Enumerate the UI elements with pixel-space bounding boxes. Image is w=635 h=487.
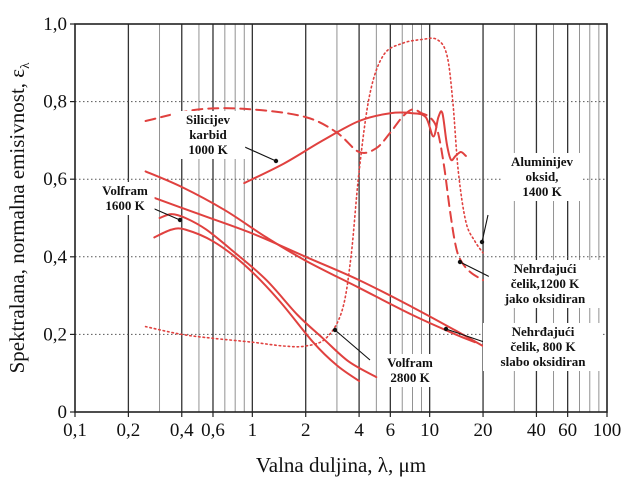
y-tick-label: 0,2 xyxy=(43,324,67,345)
series-line xyxy=(144,170,476,344)
y-tick-label: 1,0 xyxy=(43,14,67,35)
annotation-leader xyxy=(445,328,491,345)
annotation-leader xyxy=(459,261,493,279)
annotation-line: Silicijev xyxy=(186,112,231,127)
x-tick-label: 1 xyxy=(248,420,258,441)
y-axis-title-main: Spektralana, normalna emisivnost, ε xyxy=(5,69,29,374)
x-tick-label: 40 xyxy=(527,420,546,441)
annotation-arrowhead xyxy=(177,217,183,223)
annotation-line: 1400 K xyxy=(522,184,562,199)
x-tick-label: 10 xyxy=(420,420,439,441)
annotation-arrowhead xyxy=(457,259,463,265)
x-tick-label: 100 xyxy=(593,420,622,441)
annotation-backing xyxy=(488,260,602,308)
annotation-line: Nehrđajući xyxy=(512,324,575,339)
y-axis-title-subscript: λ xyxy=(17,62,32,69)
x-tick-label: 0,2 xyxy=(117,420,141,441)
annotation-line: slabo oksidiran xyxy=(501,354,587,369)
annotation-line: Volfram xyxy=(387,355,433,370)
annotation-line: Aluminijev xyxy=(511,154,574,169)
series-line xyxy=(144,107,484,282)
annotation-line: 2800 K xyxy=(390,370,430,385)
series-line xyxy=(158,213,378,379)
y-tick-label: 0 xyxy=(58,402,68,423)
annotation-leader xyxy=(334,329,371,361)
annotation-arrowhead xyxy=(479,239,485,245)
y-tick-label: 0,6 xyxy=(43,169,67,190)
annotation-line: oksid, xyxy=(526,169,559,184)
curves xyxy=(144,37,484,382)
x-tick-label: 0,1 xyxy=(63,420,87,441)
series-line xyxy=(243,110,467,185)
y-ticks: 0 0,2 0,4 0,6 0,8 1,0 xyxy=(43,14,75,423)
annotation-line: čelik, 800 K xyxy=(510,339,576,354)
y-tick-label: 0,8 xyxy=(43,92,67,113)
annotation-line: čelik,1200 K xyxy=(511,276,580,291)
annotation-line: Volfram xyxy=(102,183,148,198)
x-axis-title: Valna duljina, λ, μm xyxy=(256,453,426,477)
annotation-leader xyxy=(149,206,181,221)
annotation-label: Volfram 1600 K xyxy=(102,183,148,213)
x-tick-label: 0,4 xyxy=(170,420,194,441)
x-tick-label: 20 xyxy=(474,420,493,441)
annotation-line: karbid xyxy=(189,127,227,142)
annotation-leader xyxy=(481,214,489,243)
x-tick-label: 2 xyxy=(301,420,311,441)
annotation-line: 1600 K xyxy=(105,198,145,213)
annotation-label: Volfram 2800 K xyxy=(387,355,433,385)
y-axis-title: Spektralana, normalna emisivnost, ελ xyxy=(5,62,32,374)
y-tick-label: 0,4 xyxy=(43,247,67,268)
annotation-backing xyxy=(501,153,583,201)
annotation-label: Aluminijev oksid, 1400 K xyxy=(511,154,574,199)
annotation-arrowhead xyxy=(273,158,279,164)
plot-frame xyxy=(74,23,608,413)
annotation-line: jako oksidiran xyxy=(504,291,586,306)
x-tick-label: 0,6 xyxy=(201,420,225,441)
annotation-backing xyxy=(380,354,440,387)
annotation-backing xyxy=(483,323,603,371)
annotation-line: 1000 K xyxy=(188,142,228,157)
series-line xyxy=(153,227,361,382)
x-tick-label: 4 xyxy=(354,420,364,441)
x-tick-label: 6 xyxy=(386,420,396,441)
annotation-arrowhead xyxy=(332,327,338,333)
annotation-arrowhead xyxy=(443,326,449,332)
x-tick-label: 60 xyxy=(558,420,577,441)
annotation-line: Nehrđajući xyxy=(514,261,577,276)
x-ticks: 0,1 0,2 0,4 0,6 1 2 4 6 10 20 40 60 100 xyxy=(63,412,621,441)
series-line xyxy=(144,193,484,347)
annotation-label: Silicijev karbid 1000 K xyxy=(186,112,231,157)
annotation-backing xyxy=(95,182,155,215)
annotation-backing xyxy=(170,111,246,159)
series-line xyxy=(144,37,484,348)
